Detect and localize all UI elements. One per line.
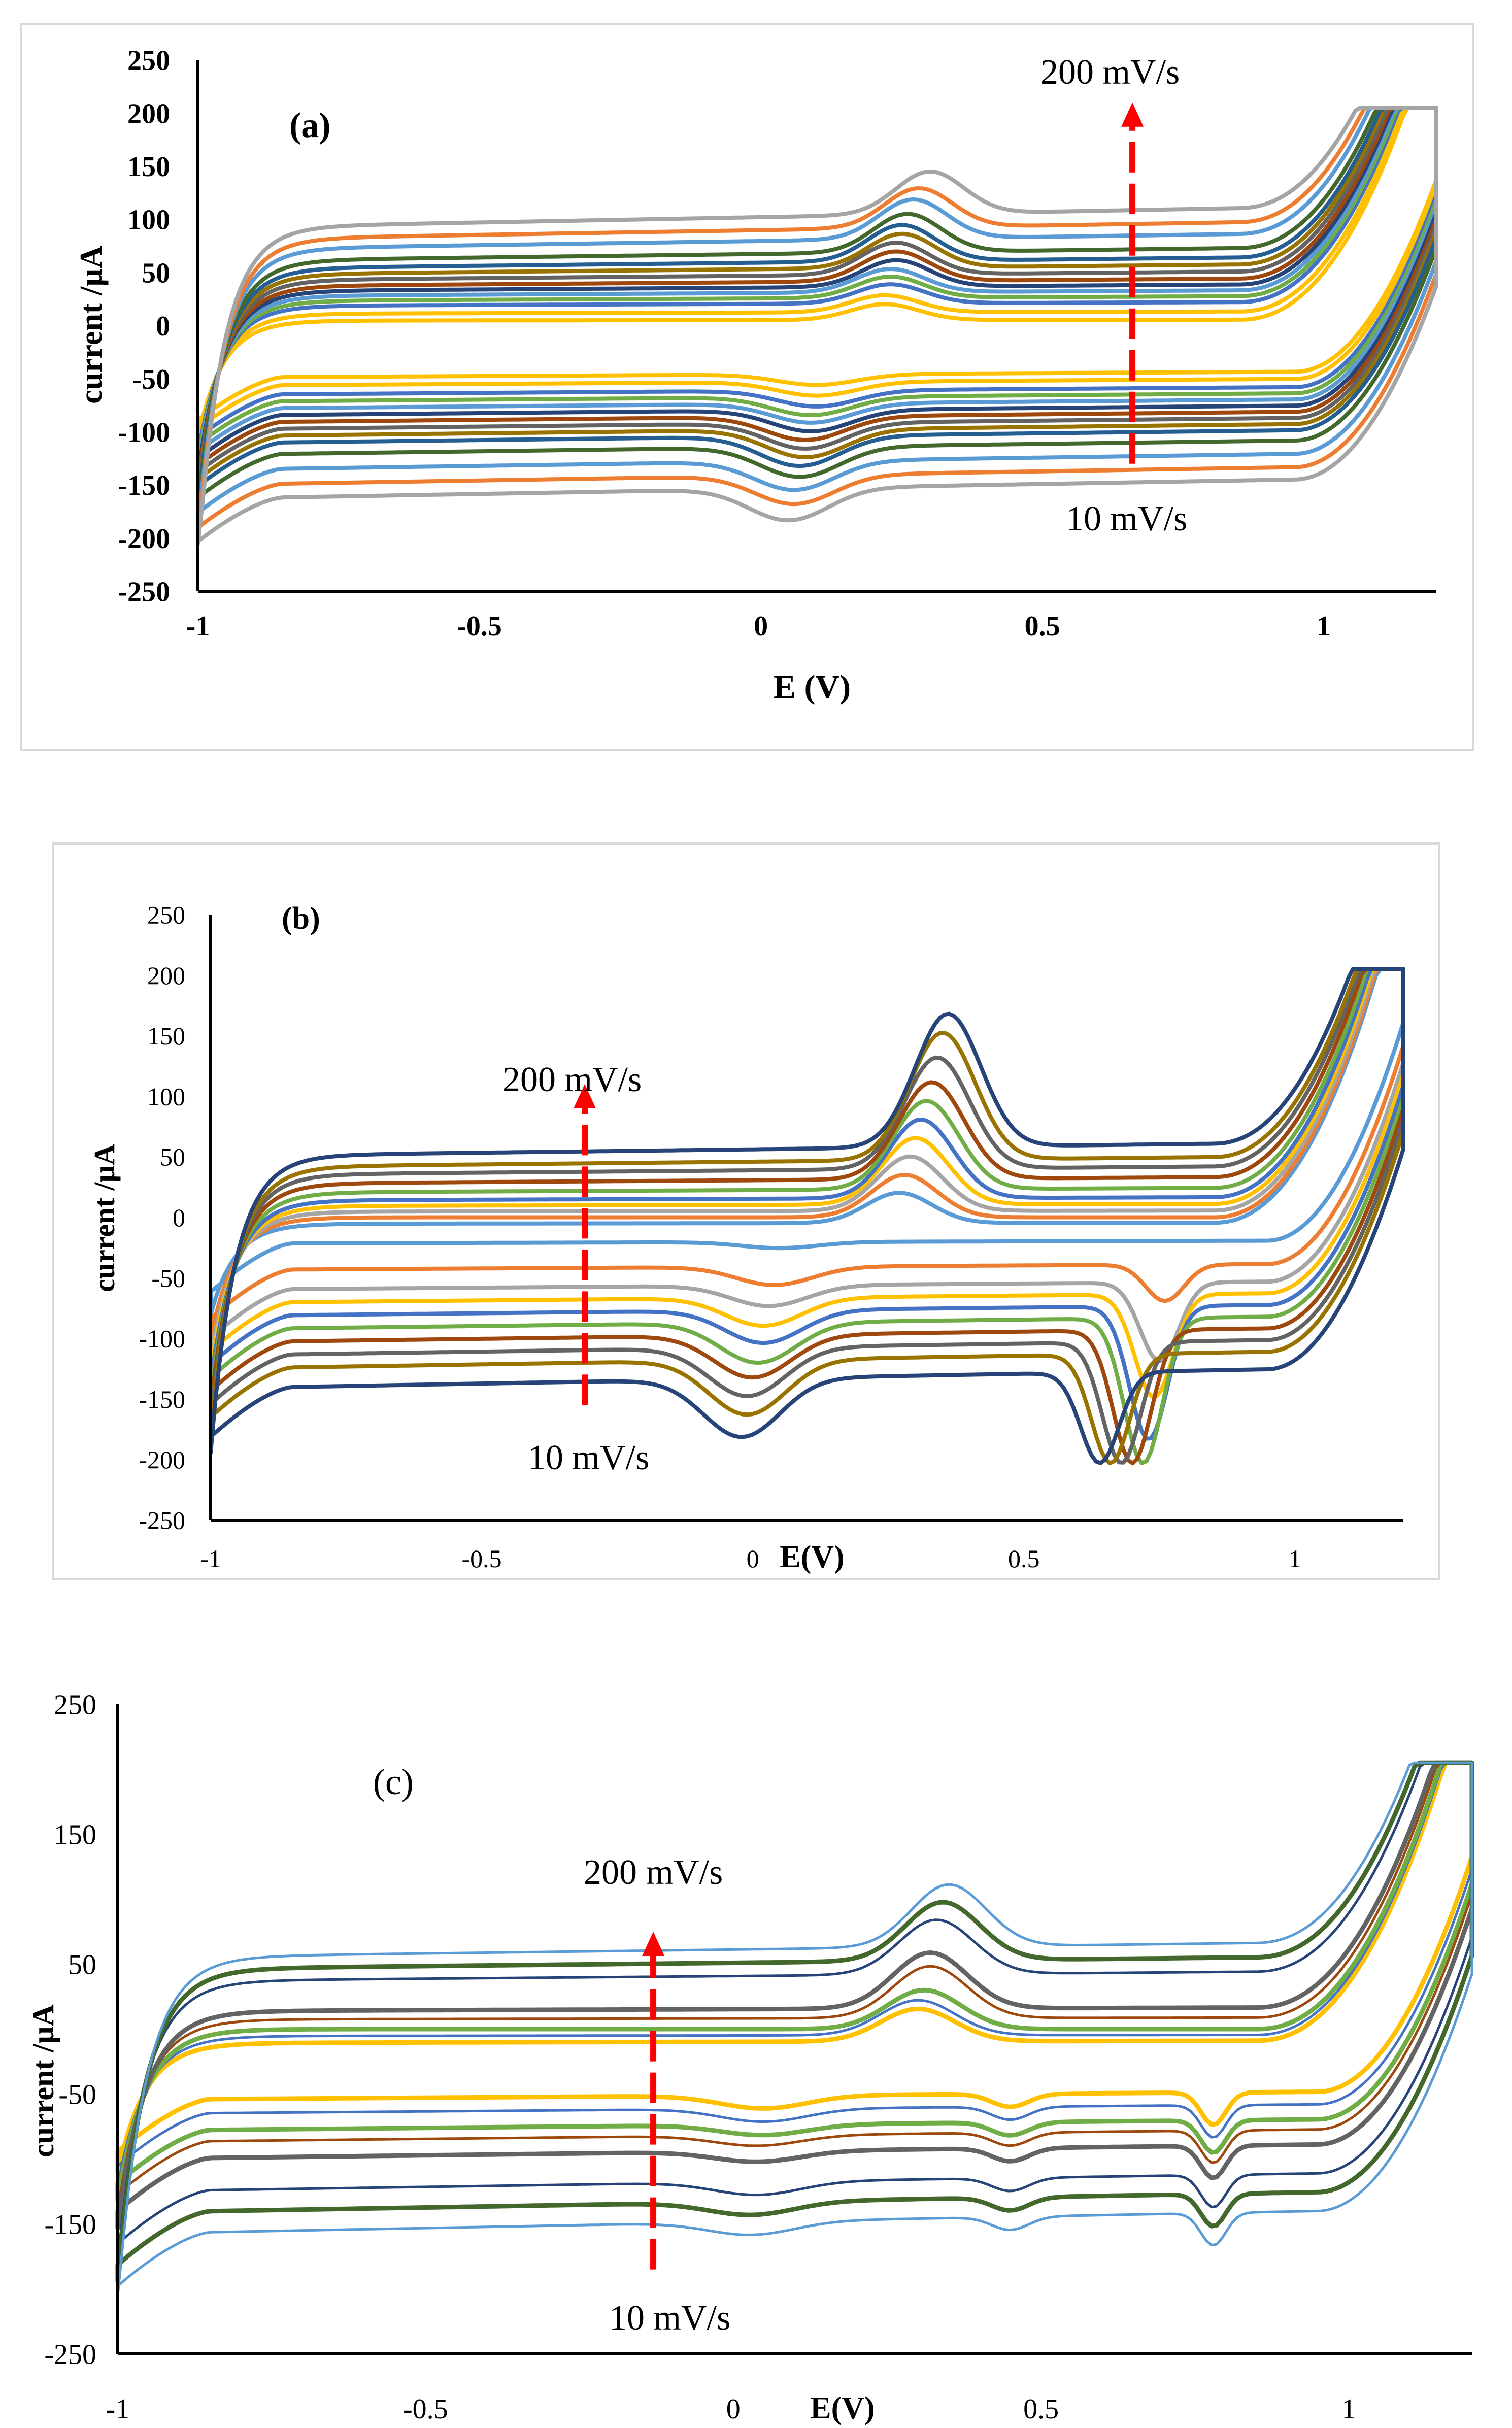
panel-c-xlabel: E(V)	[810, 2391, 875, 2425]
panel-c: 250 150 50 -50 -150 -250 -1 -0.5 0 0.5 1 (c) 200 m…	[26, 1690, 1474, 2425]
x-tick-label: 0	[747, 1544, 759, 1573]
panel-b-arrow-top-label: 200 mV/s	[502, 1060, 642, 1099]
panel-b-axes: 250 200 150 100 50 0 -50 -100 -150 -200 -250 -1 -0.5…	[139, 901, 1403, 1573]
y-tick-label: -150	[118, 470, 170, 501]
cv-curve-50-mv-s	[115, 1760, 1474, 2231]
x-tick-label: -0.5	[457, 611, 502, 642]
y-tick-label: 50	[68, 1949, 96, 1981]
y-tick-label: 0	[173, 1203, 185, 1232]
panel-c-scan-rate-arrow	[642, 1932, 665, 2270]
panel-b-curves	[209, 967, 1405, 1466]
x-tick-label: 0.5	[1023, 2393, 1059, 2425]
panel-a-xlabel: E (V)	[774, 668, 851, 705]
cv-curve-200-mv-s	[116, 1761, 1473, 2297]
y-tick-label: -100	[118, 417, 170, 449]
cv-curve-30-mv-s	[115, 1760, 1474, 2203]
y-tick-label: -100	[139, 1325, 185, 1353]
panel-b-ylabel: current /µA	[88, 1144, 121, 1292]
panel-b-scan-rate-arrow	[574, 1084, 596, 1405]
panel-a-scan-rate-arrow	[1121, 102, 1144, 464]
y-tick-label: -50	[58, 2079, 96, 2111]
y-tick-label: -250	[118, 577, 170, 608]
panel-c-arrow-bottom-label: 10 mV/s	[609, 2299, 730, 2338]
y-tick-label: 100	[147, 1082, 185, 1110]
y-tick-label: -50	[151, 1264, 185, 1292]
y-tick-label: -250	[139, 1506, 185, 1535]
panel-a-ylabel: current /µA	[74, 246, 109, 404]
y-tick-label: 250	[127, 45, 170, 77]
y-tick-label: -150	[139, 1385, 185, 1413]
x-tick-label: 0.5	[1008, 1544, 1040, 1573]
panel-c-axes: 250 150 50 -50 -150 -250 -1 -0.5 0 0.5 1	[44, 1690, 1472, 2425]
y-tick-label: 150	[127, 151, 170, 183]
panel-a-axes: 250 200 150 100 50 0 -50 -100 -150 -200 -250 -1 -0.5…	[118, 45, 1436, 642]
panel-a-curves	[196, 106, 1438, 546]
x-tick-label: -0.5	[462, 1544, 502, 1573]
x-tick-label: 1	[1341, 2393, 1356, 2425]
panel-c-ylabel: current /µA	[26, 2004, 60, 2157]
panel-b-label: (b)	[282, 901, 320, 936]
panel-a: 250 200 150 100 50 0 -50 -100 -150 -200 -250 -1 -0.5…	[20, 23, 1474, 751]
panel-b: 250 200 150 100 50 0 -50 -100 -150 -200 -250 -1 -0.5…	[52, 842, 1440, 1580]
x-tick-label: 0	[726, 2393, 741, 2425]
y-tick-label: 250	[147, 901, 185, 929]
y-tick-label: 0	[156, 311, 170, 342]
x-tick-label: -0.5	[403, 2393, 448, 2425]
y-tick-label: 200	[147, 961, 185, 990]
panel-b-xlabel: E(V)	[780, 1540, 844, 1574]
y-tick-label: 50	[142, 257, 170, 289]
scan-rate-arrow-head	[642, 1932, 665, 1956]
cv-curve-200-mv-s	[196, 106, 1438, 546]
panel-c-label: (c)	[373, 1762, 414, 1802]
scan-rate-arrow-head	[1121, 102, 1144, 127]
y-tick-label: 200	[127, 98, 170, 129]
x-tick-label: 1	[1317, 611, 1331, 642]
panel-c-arrow-top-label: 200 mV/s	[584, 1853, 723, 1892]
cv-curve-150-mv-s	[115, 1760, 1474, 2284]
x-tick-label: 1	[1289, 1544, 1301, 1573]
y-tick-label: 100	[127, 205, 170, 236]
x-tick-label: 0.5	[1025, 611, 1060, 642]
x-tick-label: -1	[186, 611, 210, 642]
x-tick-label: 0	[754, 611, 768, 642]
x-tick-label: -1	[200, 1544, 221, 1573]
panel-a-arrow-bottom-label: 10 mV/s	[1066, 499, 1187, 538]
y-tick-label: -50	[132, 364, 170, 395]
scan-rate-arrow-head	[574, 1084, 596, 1109]
panel-c-curves	[115, 1760, 1474, 2297]
panel-a-arrow-top-label: 200 mV/s	[1040, 53, 1180, 92]
panel-b-arrow-bottom-label: 10 mV/s	[528, 1438, 649, 1477]
x-tick-label: -1	[106, 2393, 130, 2425]
y-tick-label: -250	[44, 2339, 96, 2371]
y-tick-label: 250	[54, 1690, 96, 1721]
panel-a-label: (a)	[289, 106, 331, 145]
y-tick-label: -200	[118, 523, 170, 555]
y-tick-label: 150	[147, 1022, 185, 1050]
cv-curve-200-mv-s	[209, 967, 1405, 1465]
y-tick-label: -150	[44, 2209, 96, 2241]
y-tick-label: 150	[54, 1819, 96, 1851]
y-tick-label: 50	[160, 1143, 185, 1171]
y-tick-label: -200	[139, 1445, 185, 1474]
